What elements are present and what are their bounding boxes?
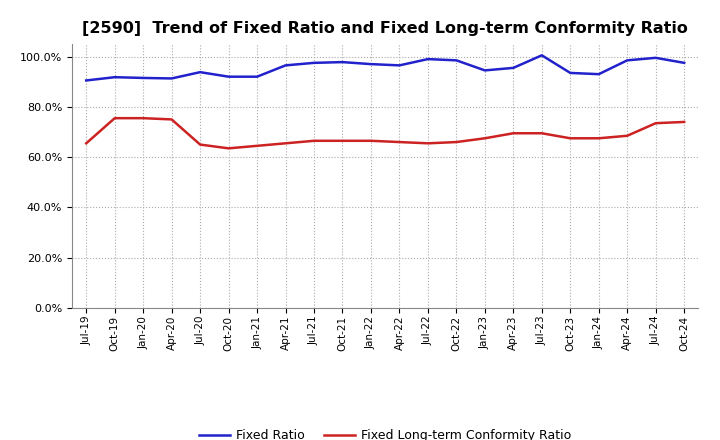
Fixed Long-term Conformity Ratio — [366, 138, 375, 143]
Fixed Ratio — [196, 70, 204, 75]
Fixed Ratio — [509, 65, 518, 70]
Fixed Long-term Conformity Ratio — [310, 138, 318, 143]
Fixed Long-term Conformity Ratio — [509, 131, 518, 136]
Fixed Ratio — [652, 55, 660, 60]
Fixed Long-term Conformity Ratio — [652, 121, 660, 126]
Fixed Ratio — [282, 63, 290, 68]
Fixed Ratio — [623, 58, 631, 63]
Fixed Ratio — [366, 62, 375, 67]
Fixed Long-term Conformity Ratio — [537, 131, 546, 136]
Fixed Ratio — [680, 60, 688, 66]
Fixed Long-term Conformity Ratio — [680, 119, 688, 125]
Fixed Ratio — [423, 56, 432, 62]
Fixed Ratio — [395, 63, 404, 68]
Fixed Long-term Conformity Ratio — [282, 141, 290, 146]
Fixed Ratio — [253, 74, 261, 79]
Fixed Long-term Conformity Ratio — [82, 141, 91, 146]
Fixed Long-term Conformity Ratio — [110, 116, 119, 121]
Fixed Ratio — [82, 78, 91, 83]
Fixed Long-term Conformity Ratio — [566, 136, 575, 141]
Fixed Long-term Conformity Ratio — [423, 141, 432, 146]
Fixed Long-term Conformity Ratio — [225, 146, 233, 151]
Fixed Long-term Conformity Ratio — [480, 136, 489, 141]
Fixed Ratio — [310, 60, 318, 66]
Fixed Long-term Conformity Ratio — [395, 139, 404, 145]
Fixed Long-term Conformity Ratio — [623, 133, 631, 139]
Fixed Ratio — [595, 72, 603, 77]
Line: Fixed Long-term Conformity Ratio: Fixed Long-term Conformity Ratio — [86, 118, 684, 148]
Fixed Long-term Conformity Ratio — [595, 136, 603, 141]
Legend: Fixed Ratio, Fixed Long-term Conformity Ratio: Fixed Ratio, Fixed Long-term Conformity … — [194, 424, 577, 440]
Fixed Ratio — [480, 68, 489, 73]
Fixed Long-term Conformity Ratio — [338, 138, 347, 143]
Fixed Ratio — [566, 70, 575, 76]
Title: [2590]  Trend of Fixed Ratio and Fixed Long-term Conformity Ratio: [2590] Trend of Fixed Ratio and Fixed Lo… — [82, 21, 688, 36]
Fixed Long-term Conformity Ratio — [139, 116, 148, 121]
Fixed Long-term Conformity Ratio — [253, 143, 261, 148]
Fixed Long-term Conformity Ratio — [196, 142, 204, 147]
Fixed Long-term Conformity Ratio — [452, 139, 461, 145]
Fixed Ratio — [338, 59, 347, 65]
Fixed Ratio — [452, 58, 461, 63]
Fixed Ratio — [167, 76, 176, 81]
Fixed Ratio — [225, 74, 233, 79]
Line: Fixed Ratio: Fixed Ratio — [86, 55, 684, 81]
Fixed Ratio — [139, 75, 148, 81]
Fixed Ratio — [537, 53, 546, 58]
Fixed Ratio — [110, 74, 119, 80]
Fixed Long-term Conformity Ratio — [167, 117, 176, 122]
